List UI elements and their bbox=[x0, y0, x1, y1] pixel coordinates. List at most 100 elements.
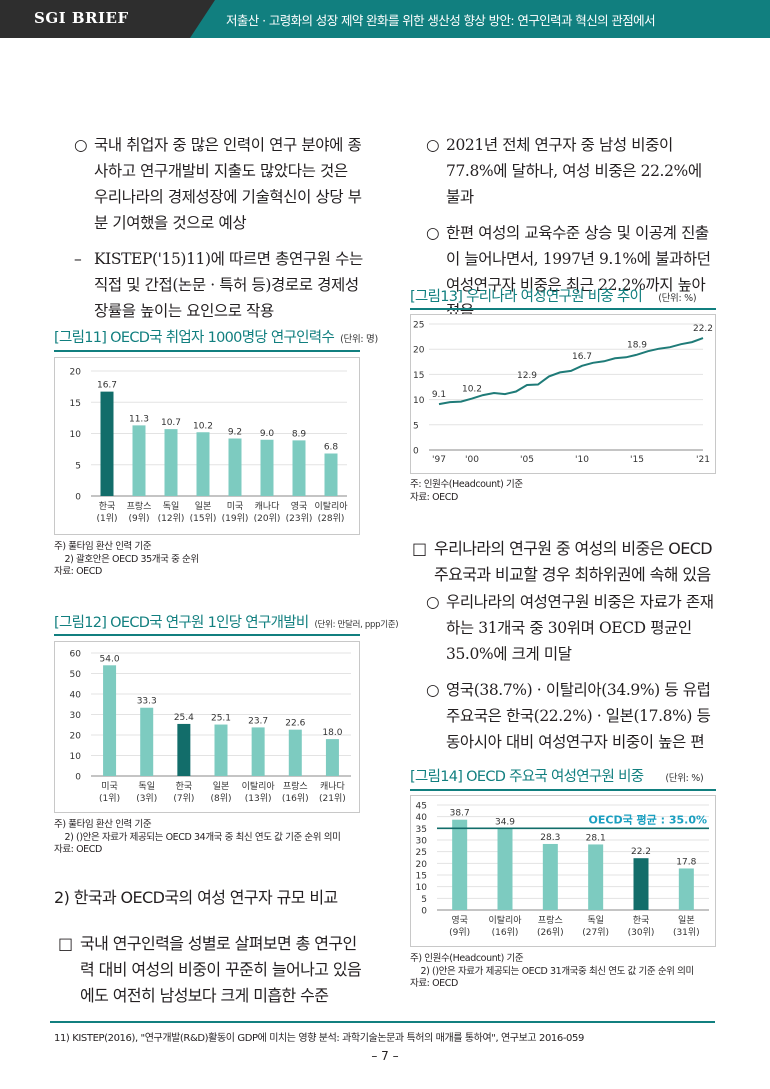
fig12-chart-frame: 0 10 20 30 40 50 60 54.0 미국 (1위) 33.3 독일 (3위) 25.4 한국(… bbox=[54, 641, 360, 813]
y-tick-label: 5 bbox=[413, 421, 419, 431]
y-tick-label: 0 bbox=[75, 493, 81, 503]
x-tick-label: '05 bbox=[520, 455, 534, 465]
data-label: 22.2 bbox=[631, 847, 651, 857]
category-label: 독일 bbox=[587, 915, 604, 926]
brand-logo: SGI BRIEF bbox=[0, 0, 215, 38]
data-label: 16.7 bbox=[97, 381, 117, 391]
bar-1 bbox=[452, 819, 468, 910]
fig12-note-2: 2) ()안은 자료가 제공되는 OECD 34개국 중 최신 연도 값 기준 … bbox=[54, 831, 341, 843]
page-number: – 7 – bbox=[371, 1049, 399, 1063]
y-tick-label: 20 bbox=[70, 732, 82, 742]
y-tick-label: 40 bbox=[70, 691, 82, 701]
category-label: 일본 bbox=[195, 501, 212, 512]
data-label: 22.2 bbox=[693, 324, 713, 334]
category-rank-label: (16위) bbox=[282, 793, 309, 804]
data-label: 11.3 bbox=[129, 414, 149, 424]
y-tick-label: 60 bbox=[70, 650, 82, 660]
category-label: 영국 bbox=[451, 915, 468, 926]
category-label: 캐나다 bbox=[320, 781, 346, 792]
reference-line-label: OECD국 평균 : 35.0% bbox=[589, 812, 707, 826]
bar-7 bbox=[325, 739, 339, 776]
category-rank-label: (26위) bbox=[537, 927, 564, 938]
y-tick-label: 0 bbox=[75, 773, 81, 783]
data-label: 34.9 bbox=[495, 818, 515, 828]
data-label: 10.7 bbox=[161, 418, 181, 428]
category-label: 한국 bbox=[176, 781, 193, 792]
y-tick-label: 0 bbox=[413, 447, 419, 457]
fig12-title-text: [그림12] OECD국 연구원 1인당 연구개발비 bbox=[54, 615, 309, 631]
fig11-chart: 0 5 10 15 20 16.7 한국(1위) 11.3 프랑스(9위) 10.7 독일(12위)… bbox=[70, 368, 349, 525]
category-rank-label: (9위) bbox=[449, 927, 470, 938]
circle-bullet-icon: ○ bbox=[426, 224, 440, 242]
fig12-unit: (단위: 만달러, ppp기준) bbox=[314, 620, 399, 630]
fig13-title: [그림13] 우리나라 여성연구원 비중 추이 (단위: %) bbox=[410, 285, 697, 306]
left-section-paragraph: □ 국내 연구인력을 성별로 살펴보면 총 연구인력 대비 여성의 비중이 꾸준… bbox=[58, 931, 364, 1009]
category-label: 프랑스 bbox=[127, 500, 152, 512]
fig13-chart-frame: 0 5 10 15 20 25 '97 '00 '05 '10 '15 '21 9.1 10.2 12.9 1… bbox=[410, 314, 716, 474]
y-tick-label: 30 bbox=[70, 711, 82, 721]
category-rank-label: (3위) bbox=[136, 793, 157, 804]
data-label: 18.9 bbox=[627, 341, 647, 351]
y-tick-label: 15 bbox=[413, 371, 424, 381]
right-section-body: ○ 우리나라의 여성연구원 비중은 자료가 존재하는 31개국 중 30위며 O… bbox=[426, 589, 716, 755]
category-label: 이탈리아 bbox=[488, 915, 522, 926]
category-label: 독일 bbox=[138, 781, 155, 792]
fig13-note-1: 주: 인원수(Headcount) 기준 bbox=[410, 479, 523, 490]
category-rank-label: (15위) bbox=[190, 513, 217, 524]
circle-bullet-icon: ○ bbox=[426, 681, 440, 699]
category-rank-label: (1위) bbox=[96, 513, 117, 524]
data-label: 25.1 bbox=[211, 714, 231, 724]
category-label: 프랑스 bbox=[283, 780, 308, 792]
x-tick-label: '00 bbox=[465, 455, 479, 465]
bar-6 bbox=[678, 868, 694, 910]
left-section-text: 국내 연구인력을 성별로 살펴보면 총 연구인력 대비 여성의 비중이 꾸준히 … bbox=[80, 934, 362, 1005]
fig11-title-text: [그림11] OECD국 취업자 1000명당 연구인력수 bbox=[54, 330, 335, 346]
fig14-title-text: [그림14] OECD 주요국 여성연구원 비중 bbox=[410, 769, 644, 785]
right-section-point-1-text: 우리나라의 여성연구원 비중은 자료가 존재하는 31개국 중 30위며 OEC… bbox=[446, 593, 714, 663]
fig11-title: [그림11] OECD국 취업자 1000명당 연구인력수 (단위: 명) bbox=[54, 326, 378, 347]
data-label: 9.1 bbox=[432, 390, 446, 400]
fig11-source: 자료: OECD bbox=[54, 566, 102, 577]
data-label: 25.4 bbox=[174, 713, 194, 723]
fig12-rule bbox=[54, 634, 360, 636]
left-intro-text: ○ 국내 취업자 중 많은 인력이 연구 분야에 종사하고 연구개발비 지출도 … bbox=[74, 132, 364, 324]
category-label: 한국 bbox=[99, 501, 116, 512]
right-section-point-2-text: 영국(38.7%) · 이탈리아(34.9%) 등 유럽 주요국은 한국(22.… bbox=[446, 681, 711, 751]
right-section-point-1: ○ 우리나라의 여성연구원 비중은 자료가 존재하는 31개국 중 30위며 O… bbox=[426, 589, 716, 667]
right-intro-text: ○ 2021년 전체 연구자 중 남성 비중이 77.8%에 달하나, 여성 비… bbox=[426, 132, 716, 324]
bar-4 bbox=[196, 432, 210, 496]
category-label: 영국 bbox=[291, 501, 308, 512]
category-label: 한국 bbox=[633, 915, 650, 926]
data-label: 28.3 bbox=[540, 833, 560, 843]
y-tick-label: 20 bbox=[413, 346, 425, 356]
fig14-source: 자료: OECD bbox=[410, 978, 458, 989]
data-label: 9.2 bbox=[228, 428, 242, 438]
category-rank-label: (31위) bbox=[673, 927, 700, 938]
fig13-unit: (단위: %) bbox=[658, 293, 697, 304]
category-rank-label: (23위) bbox=[286, 513, 313, 524]
fig14-note-2: 2) ()안은 자료가 제공되는 OECD 31개국중 최신 연도 값 기준 순… bbox=[410, 965, 694, 977]
fig12-note-1: 주) 풀타임 환산 인력 기준 bbox=[54, 819, 152, 830]
y-tick-label: 10 bbox=[416, 883, 428, 893]
y-tick-label: 10 bbox=[70, 430, 82, 440]
category-label: 일본 bbox=[678, 915, 695, 926]
category-rank-label: (8위) bbox=[210, 793, 231, 804]
y-tick-label: 20 bbox=[70, 368, 82, 378]
data-label: 16.7 bbox=[572, 352, 592, 362]
fig11-unit: (단위: 명) bbox=[340, 334, 378, 345]
fig13-source: 자료: OECD bbox=[410, 491, 458, 503]
y-tick-label: 50 bbox=[70, 670, 82, 680]
left-section-head: □ 국내 연구인력을 성별로 살펴보면 총 연구인력 대비 여성의 비중이 꾸준… bbox=[58, 931, 364, 1009]
fig14-note-1: 주) 인원수(Headcount) 기준 bbox=[410, 953, 524, 964]
fig14-title: [그림14] OECD 주요국 여성연구원 비중 (단위: %) bbox=[410, 765, 704, 786]
bar-2 bbox=[497, 828, 513, 910]
fig11-note-2: 2) 괄호안은 OECD 35개국 중 순위 bbox=[54, 553, 199, 565]
y-tick-label: 5 bbox=[421, 895, 427, 905]
header-title: 저출산 · 고령화의 성장 제약 완화를 위한 생산성 향상 방안: 연구인력과… bbox=[226, 13, 656, 28]
fig13-title-text: [그림13] 우리나라 여성연구원 비중 추이 bbox=[410, 289, 643, 305]
bar-5 bbox=[251, 727, 265, 776]
left-paragraph-1: ○ 국내 취업자 중 많은 인력이 연구 분야에 종사하고 연구개발비 지출도 … bbox=[74, 132, 364, 236]
data-label: 18.0 bbox=[322, 728, 342, 738]
fig12-title: [그림12] OECD국 연구원 1인당 연구개발비 (단위: 만달러, ppp기… bbox=[54, 611, 399, 632]
